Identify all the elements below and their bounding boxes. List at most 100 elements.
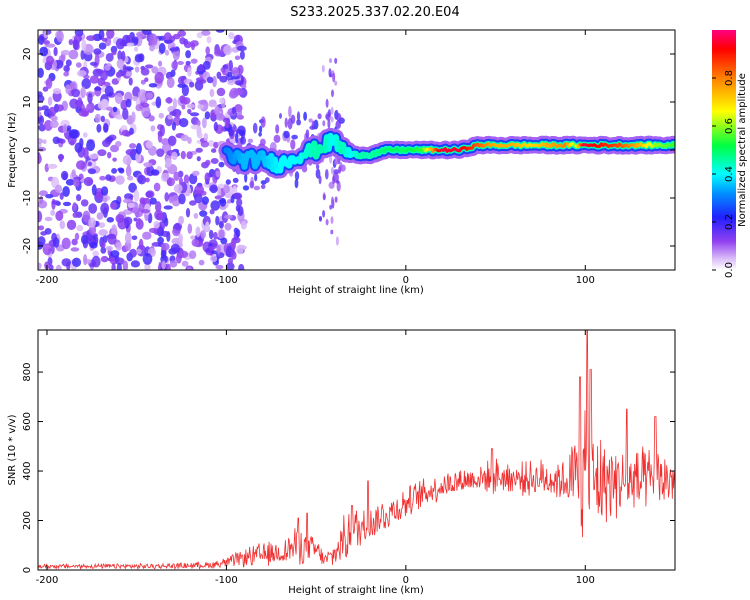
noise-blob [92,256,101,268]
noise-blob [57,31,64,43]
noise-blob [84,177,94,186]
transition-blob [261,116,266,127]
noise-blob [128,203,135,208]
noise-blob [234,228,239,234]
noise-blob [59,154,63,163]
noise-blob [66,59,72,66]
snr-y-label: SNR (10 * v/v) [7,414,18,485]
noise-blob [132,236,138,241]
noise-blob [93,48,101,55]
noise-blob [192,239,200,247]
noise-blob [205,221,209,231]
noise-blob [123,64,127,75]
noise-blob [112,158,117,162]
noise-blob [86,104,91,110]
noise-blob [136,249,141,255]
noise-blob [202,117,207,128]
ridge-core [280,160,282,170]
colorbar-tick-label: 0.0 [724,262,735,278]
figure-title: S233.2025.337.02.20.E04 [290,5,459,20]
noise-blob [215,216,219,226]
noise-blob [63,202,71,206]
noise-blob [104,64,111,71]
noise-blob [36,263,42,269]
noise-blob [224,215,233,219]
spectrogram-x-label: Height of straight line (km) [288,285,424,296]
noise-blob [216,265,224,269]
noise-blob [132,96,137,101]
noise-blob [61,50,70,55]
noise-blob [105,174,111,181]
noise-blob [217,72,222,79]
noise-blob [129,128,134,135]
noise-blob [187,67,192,77]
streak-blob [335,161,338,165]
y-tick-label: -10 [22,190,33,206]
spectrogram-y-label: Frequency (Hz) [7,112,18,188]
noise-blob [202,196,209,205]
x-tick-label: 100 [576,575,595,586]
noise-blob [123,155,132,165]
noise-blob [164,40,173,44]
noise-blob [211,158,219,164]
noise-blob [188,224,193,234]
noise-blob [182,261,189,267]
noise-blob [73,212,79,218]
noise-blob [83,132,88,137]
noise-blob [116,38,125,49]
noise-blob [106,136,113,142]
noise-blob [107,152,111,159]
noise-blob [122,108,128,120]
noise-blob [69,129,79,139]
noise-blob [115,141,121,147]
streak-blob [322,65,325,73]
noise-blob [97,212,104,220]
noise-blob [78,110,88,117]
noise-blob [67,220,76,230]
noise-blob [88,168,96,174]
transition-blob [254,174,257,182]
noise-blob [194,185,204,195]
noise-blob [87,93,92,104]
noise-blob [131,111,135,122]
x-tick-label: -100 [215,275,238,286]
noise-blob [45,194,53,198]
noise-blob [106,53,114,62]
noise-blob [181,105,185,110]
transition-blob [327,119,330,129]
x-tick-label: -200 [36,275,59,286]
transition-blob [316,164,319,170]
noise-blob [126,99,132,108]
noise-blob [94,87,101,91]
x-tick-label: 100 [576,275,595,286]
noise-blob [233,193,242,200]
noise-blob [154,72,164,84]
noise-blob [214,122,218,132]
streak-blob [319,175,322,184]
noise-blob [126,149,136,155]
noise-blob [215,171,220,177]
noise-blob [43,245,52,249]
streak-blob [336,180,339,184]
noise-blob [103,123,109,133]
noise-blob [227,72,232,78]
transition-blob [261,184,266,189]
noise-blob [146,92,154,99]
streak-blob [338,166,341,174]
streak-blob [331,216,334,224]
noise-blob [38,225,44,230]
noise-blob [69,50,79,60]
noise-blob [105,86,114,97]
streak-blob [329,68,332,77]
noise-blob [55,185,62,193]
x-tick-label: -100 [215,575,238,586]
y-tick-label: 0 [22,147,33,153]
noise-blob [138,175,147,185]
transition-blob [240,137,246,145]
noise-blob [217,88,226,96]
noise-blob [77,97,82,109]
noise-blob [178,234,183,244]
noise-blob [55,211,63,221]
y-tick-label: 600 [22,412,33,431]
noise-blob [225,223,232,231]
